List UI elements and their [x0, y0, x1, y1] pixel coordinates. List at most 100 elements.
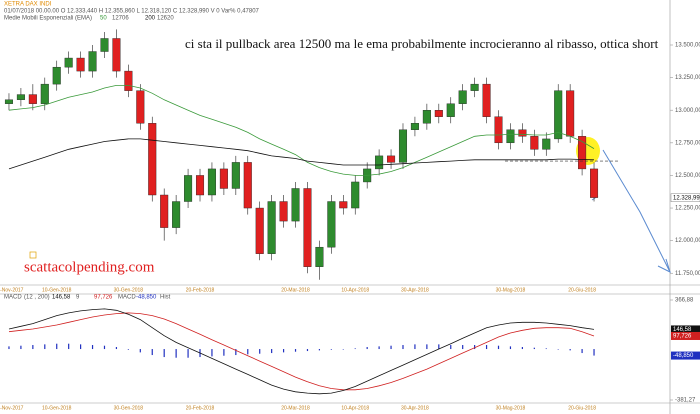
- candle-body: [40, 83, 49, 104]
- value-box-label: 146,58: [673, 327, 692, 333]
- line: [8, 308, 595, 395]
- candle-body: [136, 90, 145, 124]
- candle-body: [554, 90, 563, 140]
- y-tick-label: 12.750,000: [675, 140, 700, 146]
- arrow-head: [657, 258, 671, 273]
- legend-name: 9: [76, 295, 80, 301]
- y-tick-label: 13.500,000: [675, 43, 700, 49]
- histogram-bar: [211, 349, 213, 357]
- x-tick-label: 20-Feb-2018: [186, 287, 215, 293]
- histogram-bar: [545, 348, 547, 350]
- histogram-bar: [282, 349, 285, 353]
- histogram-bar: [306, 349, 309, 352]
- x-tick-label: 30-Apr-2018: [401, 287, 429, 293]
- histogram-bar: [44, 344, 46, 350]
- candle-body: [446, 103, 455, 117]
- histogram-bar: [139, 349, 141, 353]
- histogram-bar: [474, 345, 476, 350]
- histogram-bar: [294, 349, 297, 352]
- y-tick-label: 12.000,000: [675, 238, 700, 244]
- y-tick-label: 11.750,000: [675, 271, 700, 277]
- candle-body: [148, 123, 157, 196]
- histogram-bar: [426, 344, 428, 350]
- candle-body: [28, 94, 37, 104]
- value-box: [671, 325, 700, 334]
- candle-body: [339, 201, 348, 209]
- legend-value: 12620: [157, 16, 174, 22]
- histogram-bar: [342, 349, 344, 350]
- x-tick-label: 10-Apr-2018: [341, 287, 369, 293]
- y-tick-label: 13.000,000: [675, 108, 700, 114]
- candle-body: [64, 57, 73, 68]
- candle-body: [518, 129, 527, 137]
- y-tick-label: 12.250,000: [675, 206, 700, 212]
- x-tick-label: 20-Giu-2018: [568, 405, 596, 411]
- histogram-bar: [80, 344, 82, 350]
- candle-body: [184, 175, 193, 202]
- histogram-bar: [115, 347, 118, 350]
- legend-value: 146,58: [52, 295, 71, 301]
- candle-body: [327, 201, 336, 248]
- legend-name: Hist: [160, 295, 171, 301]
- candle-body: [4, 99, 13, 104]
- candle-body: [231, 162, 240, 189]
- histogram-bar: [259, 349, 261, 354]
- candle-body: [482, 83, 491, 117]
- histogram-bar: [557, 349, 559, 350]
- quote: 01/07/2018 00.00.00 O 12.333,440 H 12.35…: [4, 9, 260, 15]
- value-box: [671, 351, 700, 360]
- candle-body: [434, 110, 443, 117]
- legend-value: 12706: [112, 16, 129, 22]
- histogram-bar: [593, 349, 595, 356]
- candle-body: [255, 207, 264, 254]
- candle-body: [530, 136, 539, 150]
- histogram-bar: [271, 349, 273, 354]
- macd-title: MACD: [4, 295, 22, 301]
- candle-body: [160, 194, 169, 228]
- histogram-bar: [366, 347, 368, 350]
- histogram-bar: [569, 349, 571, 351]
- histogram-bar: [91, 345, 94, 350]
- candle-body: [351, 181, 360, 209]
- instrument: XETRA DAX INDI: [4, 2, 52, 8]
- y-tick-label: 13.250,000: [675, 75, 700, 81]
- candle-body: [16, 94, 25, 100]
- candle-body: [267, 201, 276, 254]
- line: [8, 85, 595, 176]
- histogram-bar: [533, 347, 535, 350]
- candle-body: [375, 155, 384, 170]
- candle-body: [398, 129, 408, 163]
- x-tick-label: 20-Nov-2017: [0, 405, 24, 411]
- arrow: [602, 149, 671, 273]
- histogram-bar: [462, 345, 464, 350]
- x-tick-label: 20-Giu-2018: [568, 287, 596, 293]
- histogram-bar: [20, 345, 22, 350]
- candle-body: [590, 168, 599, 198]
- histogram-bar: [223, 349, 225, 356]
- histogram-bar: [151, 349, 153, 356]
- x-tick-label: 10-Gen-2018: [42, 405, 72, 411]
- legend-value: -48,850: [136, 295, 157, 301]
- histogram-bar: [8, 346, 10, 350]
- x-tick-label: 30-Gen-2018: [114, 287, 144, 293]
- ema-label: Medie Mobili Esponenziali (EMA): [4, 16, 92, 22]
- histogram-bar: [318, 349, 321, 351]
- value-box: [671, 331, 700, 340]
- price-box: [670, 193, 700, 202]
- x-tick-label: 30-Apr-2018: [401, 405, 429, 411]
- candle-body: [542, 138, 551, 150]
- histogram-bar: [485, 345, 488, 350]
- candle-body: [387, 155, 396, 163]
- candle-body: [112, 38, 121, 72]
- x-tick-label: 10-Gen-2018: [42, 287, 72, 293]
- legend-value: 97,726: [94, 295, 113, 301]
- candle-body: [494, 116, 503, 144]
- annotation: ci sta il pullback area 12500 ma le ema …: [185, 36, 659, 51]
- candle-body: [100, 38, 109, 52]
- histogram-bar: [509, 346, 512, 350]
- y-tick-label: -381,27: [675, 398, 696, 404]
- histogram-bar: [378, 346, 380, 350]
- candle-body: [410, 123, 419, 130]
- histogram-bar: [450, 345, 452, 350]
- histogram-bar: [187, 349, 189, 358]
